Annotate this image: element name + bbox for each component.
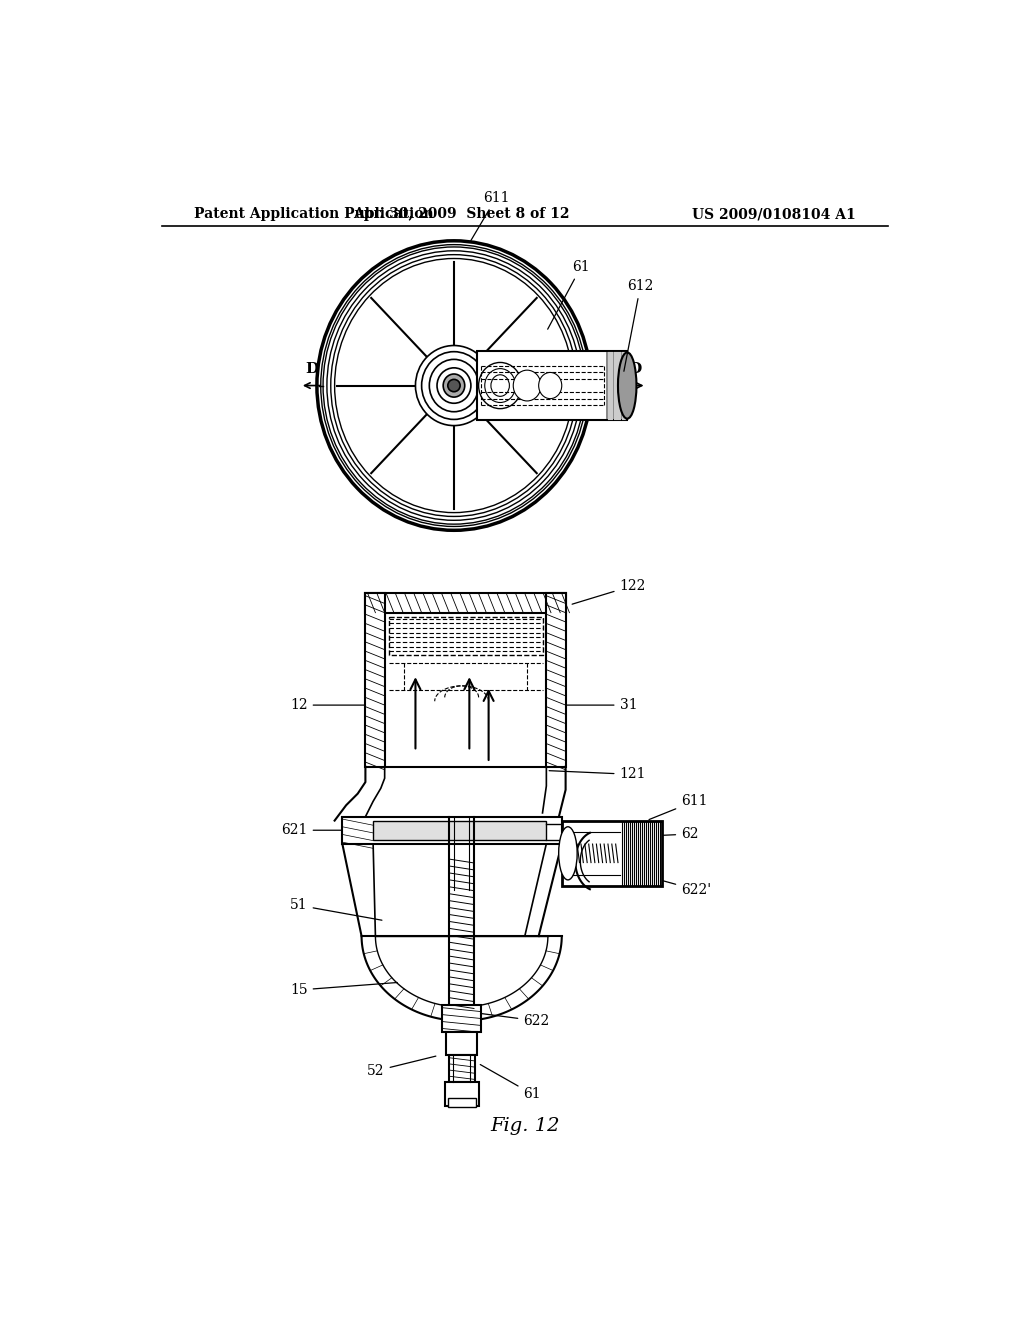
Ellipse shape	[513, 370, 541, 401]
Bar	[605, 352, 628, 418]
Text: 622': 622'	[656, 879, 712, 896]
Bar	[342, 817, 562, 843]
Bar	[477, 351, 628, 420]
Text: D: D	[629, 362, 641, 376]
Bar	[388, 616, 543, 655]
Ellipse shape	[490, 375, 509, 396]
Bar	[366, 594, 385, 767]
Text: 61: 61	[480, 1064, 541, 1101]
Text: 31: 31	[553, 698, 637, 711]
Ellipse shape	[416, 346, 493, 425]
Text: 51: 51	[290, 899, 382, 920]
Bar	[373, 821, 547, 840]
Text: 52: 52	[368, 1056, 436, 1078]
Text: US 2009/0108104 A1: US 2009/0108104 A1	[692, 207, 856, 222]
Text: Apr. 30, 2009  Sheet 8 of 12: Apr. 30, 2009 Sheet 8 of 12	[353, 207, 570, 222]
Text: 62: 62	[607, 828, 698, 841]
Text: 121: 121	[549, 767, 646, 781]
Bar	[442, 1006, 481, 1032]
Ellipse shape	[559, 826, 578, 880]
Bar	[562, 821, 662, 886]
Bar	[366, 594, 565, 612]
Bar	[477, 351, 628, 420]
Ellipse shape	[429, 359, 478, 412]
Bar	[447, 1098, 475, 1107]
Ellipse shape	[443, 374, 465, 397]
Ellipse shape	[422, 351, 486, 420]
Text: Patent Application Publication: Patent Application Publication	[194, 207, 433, 222]
Bar	[450, 1056, 475, 1082]
Ellipse shape	[316, 240, 591, 531]
Ellipse shape	[478, 363, 521, 409]
Text: 122: 122	[572, 578, 646, 605]
Text: 12: 12	[290, 698, 367, 711]
Bar	[446, 1032, 477, 1056]
Ellipse shape	[617, 352, 637, 418]
Text: Fig. 11: Fig. 11	[442, 594, 512, 611]
Text: 15: 15	[290, 982, 397, 997]
Text: 22: 22	[549, 833, 637, 847]
Text: 611: 611	[649, 795, 708, 820]
Ellipse shape	[447, 379, 460, 392]
Text: 621: 621	[282, 824, 343, 837]
Text: 622: 622	[480, 1014, 550, 1028]
Ellipse shape	[484, 368, 515, 403]
Bar	[444, 1082, 479, 1105]
Bar	[547, 594, 565, 767]
Text: 61: 61	[548, 260, 590, 329]
Text: Fig. 12: Fig. 12	[490, 1117, 559, 1135]
Text: 612: 612	[624, 279, 653, 371]
Ellipse shape	[539, 372, 562, 399]
Text: 611: 611	[471, 190, 510, 240]
Text: D: D	[305, 362, 318, 376]
Ellipse shape	[437, 368, 471, 404]
